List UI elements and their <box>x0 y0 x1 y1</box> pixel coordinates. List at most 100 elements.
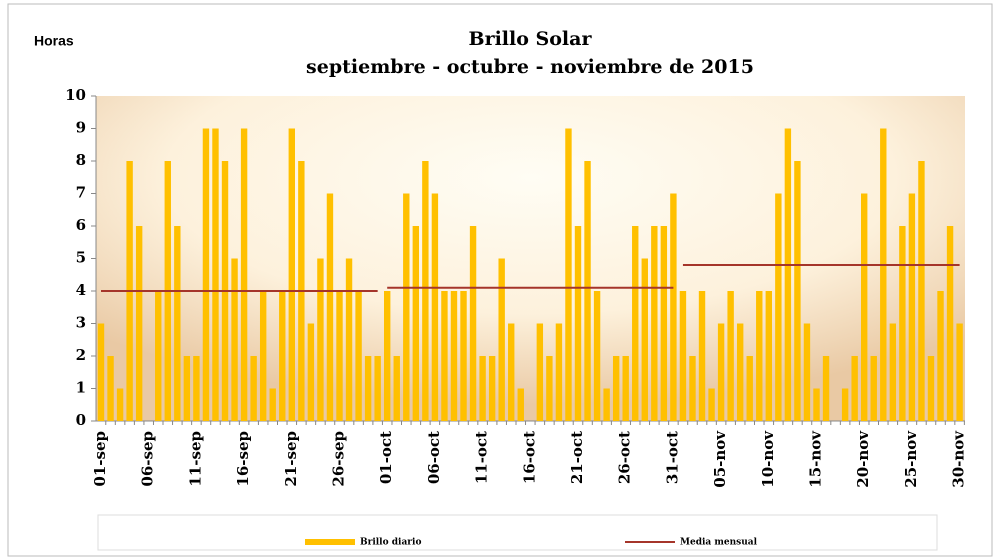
bar <box>240 128 248 421</box>
bar <box>622 356 629 421</box>
bar <box>851 356 858 421</box>
bar <box>374 356 381 421</box>
bar <box>384 291 391 421</box>
bar <box>546 356 553 421</box>
y-tick-label: 1 <box>76 379 86 397</box>
bar <box>574 226 582 421</box>
bar <box>441 291 448 421</box>
bar <box>355 291 362 421</box>
y-axis-label: Horas <box>34 33 74 49</box>
bar <box>679 291 687 421</box>
bar <box>861 193 868 421</box>
bar <box>641 258 648 421</box>
x-tick-label: 05-nov <box>711 430 729 488</box>
bar <box>593 291 601 421</box>
x-tick-label: 26-oct <box>616 431 634 484</box>
x-tick-label: 15-nov <box>807 430 825 488</box>
bar <box>97 323 105 421</box>
bar <box>422 161 429 421</box>
bar <box>670 193 677 421</box>
bar <box>202 128 210 421</box>
bar <box>813 388 820 421</box>
x-tick-label: 26-sep <box>330 431 348 487</box>
x-tick-label: 11-sep <box>186 431 204 487</box>
bar <box>794 161 801 421</box>
x-tick-label: 10-nov <box>759 430 777 488</box>
bar <box>632 226 639 421</box>
bar <box>231 258 238 421</box>
bar <box>784 128 792 421</box>
bar <box>899 226 906 421</box>
bar <box>612 356 620 421</box>
bar <box>107 356 114 421</box>
bar <box>946 226 954 421</box>
bar <box>479 356 486 421</box>
bar <box>364 356 372 421</box>
bar <box>174 226 181 421</box>
legend-label: Brillo diario <box>360 538 421 548</box>
bar <box>469 226 477 421</box>
bar <box>555 323 563 421</box>
x-tick-label: 16-oct <box>520 431 538 484</box>
bar <box>393 356 400 421</box>
bar <box>746 356 753 421</box>
bar <box>918 161 925 421</box>
y-tick-label: 4 <box>76 281 86 299</box>
bar <box>765 291 772 421</box>
x-tick-label: 21-sep <box>282 431 300 487</box>
y-tick-label: 5 <box>76 249 86 267</box>
bar <box>584 161 591 421</box>
bar <box>279 291 286 421</box>
bar <box>803 323 811 421</box>
bar <box>269 388 276 421</box>
bar <box>259 291 267 421</box>
bar <box>183 356 191 421</box>
bar <box>536 323 544 421</box>
bar <box>517 388 524 421</box>
bar <box>908 193 916 421</box>
x-tick-label: 01-sep <box>91 431 109 487</box>
bar <box>889 323 897 421</box>
bar <box>841 388 849 421</box>
legend-swatch <box>305 539 355 545</box>
y-tick-label: 9 <box>76 119 86 137</box>
bar <box>708 388 715 421</box>
bar <box>460 291 467 421</box>
x-tick-label: 25-nov <box>902 430 920 488</box>
bar <box>717 323 725 421</box>
bar <box>403 193 410 421</box>
bar <box>927 356 935 421</box>
bar <box>488 356 496 421</box>
x-tick-label: 16-sep <box>234 431 252 487</box>
bar <box>336 291 343 421</box>
bar <box>317 258 324 421</box>
y-tick-label: 3 <box>76 314 86 332</box>
legend-label: Media mensual <box>680 538 758 548</box>
y-tick-label: 0 <box>76 411 86 429</box>
y-tick-label: 2 <box>76 346 86 364</box>
bar <box>307 323 315 421</box>
chart-subtitle: septiembre - octubre - noviembre de 2015 <box>306 56 754 78</box>
bar <box>450 291 458 421</box>
x-tick-label: 06-oct <box>425 431 443 484</box>
bar <box>326 193 334 421</box>
bar <box>775 193 782 421</box>
bar <box>689 356 696 421</box>
bar <box>660 226 668 421</box>
bar <box>698 291 706 421</box>
bar <box>116 388 124 421</box>
bar <box>498 258 505 421</box>
bar <box>603 388 610 421</box>
bar <box>822 356 830 421</box>
y-tick-label: 10 <box>65 86 86 104</box>
chart-title: Brillo Solar <box>469 28 593 50</box>
x-tick-label: 20-nov <box>854 430 872 488</box>
bar <box>727 291 734 421</box>
bar <box>508 323 515 421</box>
x-tick-label: 31-oct <box>663 431 681 484</box>
bar <box>250 356 257 421</box>
bar <box>412 226 420 421</box>
x-tick-label: 11-oct <box>473 431 491 484</box>
y-tick-label: 7 <box>76 184 86 202</box>
bar <box>937 291 944 421</box>
